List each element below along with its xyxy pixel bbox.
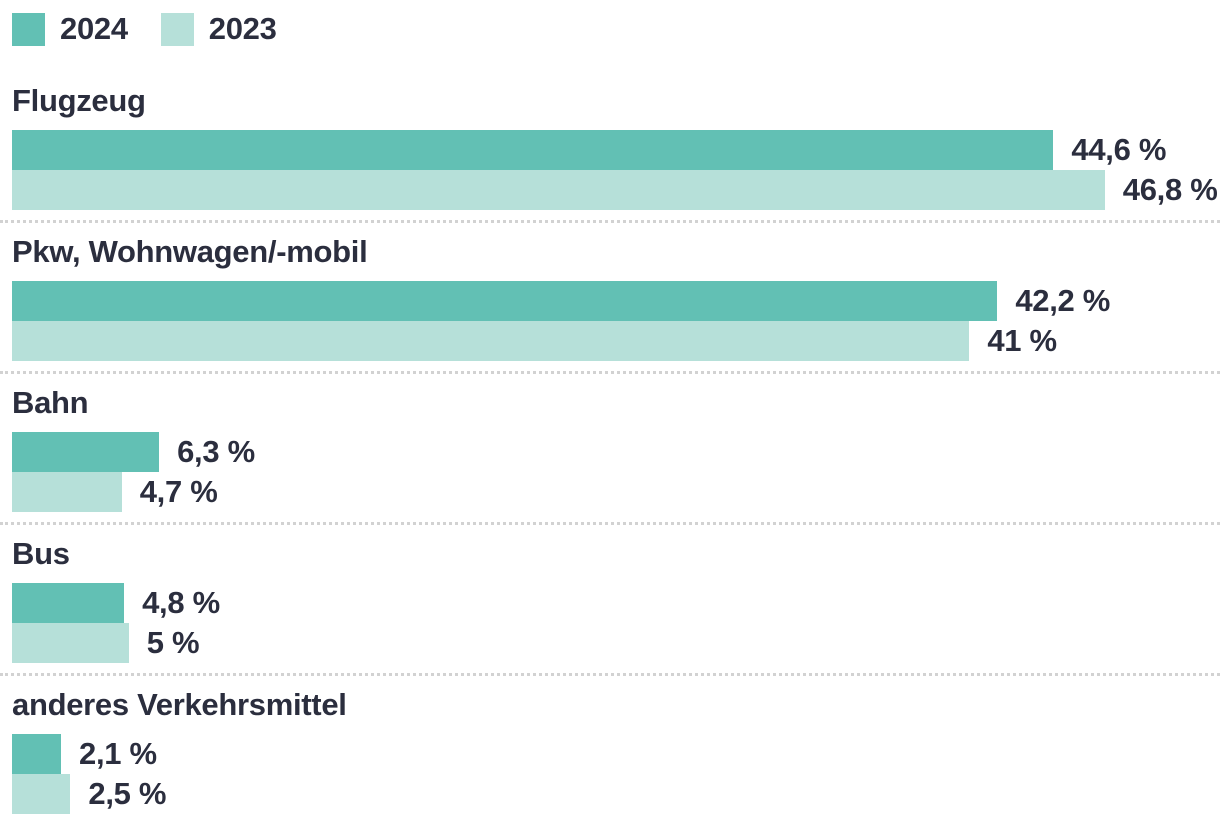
bar-row-2024: 4,8 % bbox=[12, 583, 1208, 623]
value-label-2023: 2,5 % bbox=[88, 776, 167, 811]
bar-row-2024: 2,1 % bbox=[12, 734, 1208, 774]
bar-2024 bbox=[12, 734, 62, 774]
legend-item-2024: 2024 bbox=[12, 12, 128, 46]
value-label-2023: 4,7 % bbox=[139, 474, 218, 509]
bar-2024 bbox=[12, 281, 998, 321]
bar-group-flugzeug: Flugzeug 44,6 % 46,8 % bbox=[12, 83, 1218, 210]
legend-swatch-2024 bbox=[12, 12, 45, 46]
category-label: Bahn bbox=[12, 385, 89, 420]
bar-row-2024: 44,6 % bbox=[12, 130, 1208, 170]
category-label: anderes Verkehrsmittel bbox=[12, 687, 347, 722]
group-separator bbox=[0, 522, 1220, 525]
bar-row-2024: 6,3 % bbox=[12, 432, 1208, 472]
value-label-2024: 42,2 % bbox=[1015, 283, 1111, 318]
legend-swatch-2023 bbox=[160, 12, 194, 46]
bar-group-pkw: Pkw, Wohnwagen/-mobil 42,2 % 41 % bbox=[12, 235, 1208, 361]
value-label-2024: 2,1 % bbox=[79, 736, 157, 771]
value-label-2024: 44,6 % bbox=[1071, 132, 1167, 167]
value-label-2023: 5 % bbox=[146, 625, 200, 660]
bar-row-2023: 4,7 % bbox=[12, 472, 1208, 512]
legend-label-2024: 2024 bbox=[60, 11, 128, 46]
bar-row-2023: 41 % bbox=[12, 321, 1208, 361]
bar-group-bahn: Bahn 6,3 % 4,7 % bbox=[12, 386, 1208, 512]
bar-2024 bbox=[12, 432, 160, 472]
bar-2023 bbox=[12, 321, 970, 361]
bar-row-2023: 5 % bbox=[12, 623, 1208, 663]
bar-row-2023: 46,8 % bbox=[12, 170, 1218, 210]
group-separator bbox=[0, 220, 1220, 223]
group-separator bbox=[0, 371, 1220, 374]
bar-group-anderes-verkehrsmittel: anderes Verkehrsmittel 2,1 % 2,5 % bbox=[12, 688, 1208, 814]
bar-2023 bbox=[12, 774, 71, 814]
bar-2023 bbox=[12, 623, 129, 663]
legend: 2024 2023 bbox=[12, 12, 1208, 46]
value-label-2023: 41 % bbox=[987, 323, 1057, 358]
bar-row-2024: 42,2 % bbox=[12, 281, 1208, 321]
bar-row-2023: 2,5 % bbox=[12, 774, 1208, 814]
bar-2024 bbox=[12, 583, 125, 623]
category-label: Flugzeug bbox=[12, 83, 146, 118]
bar-2023 bbox=[12, 472, 122, 512]
value-label-2024: 4,8 % bbox=[142, 585, 220, 620]
category-label: Pkw, Wohnwagen/-mobil bbox=[12, 234, 368, 269]
legend-label-2023: 2023 bbox=[208, 11, 277, 46]
group-separator bbox=[0, 673, 1220, 676]
bar-group-bus: Bus 4,8 % 5 % bbox=[12, 537, 1208, 663]
value-label-2024: 6,3 % bbox=[177, 434, 255, 469]
bar-2023 bbox=[12, 170, 1105, 210]
legend-item-2023: 2023 bbox=[160, 11, 277, 46]
category-label: Bus bbox=[12, 536, 70, 571]
bar-2024 bbox=[12, 130, 1054, 170]
value-label-2023: 46,8 % bbox=[1122, 172, 1218, 207]
